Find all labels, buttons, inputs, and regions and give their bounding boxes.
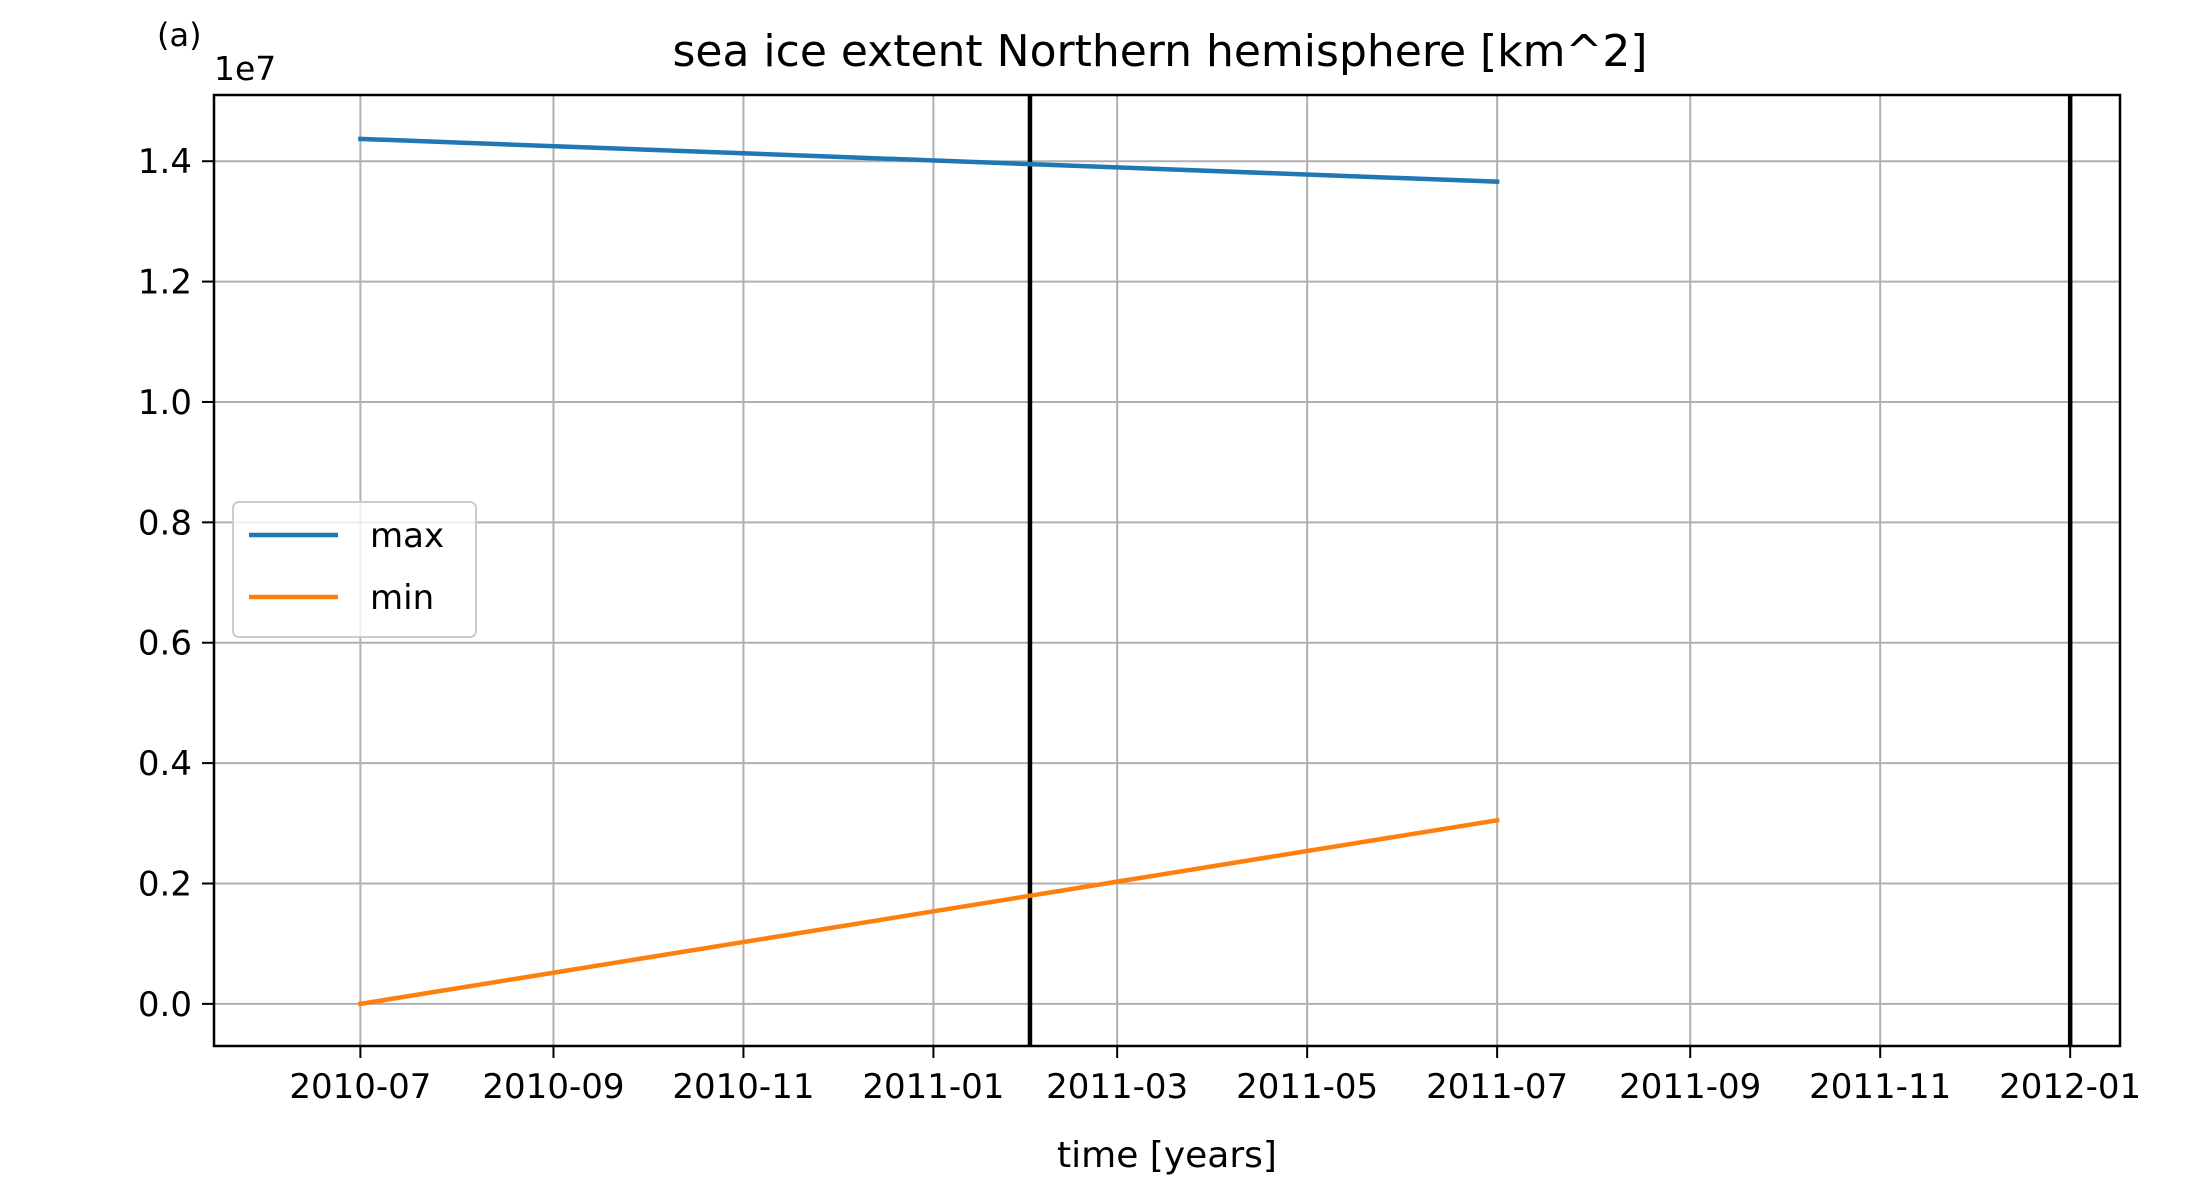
y-tick-label: 0.8 bbox=[138, 503, 192, 543]
y-tick-label: 0.6 bbox=[138, 624, 192, 664]
x-tick-label: 2011-05 bbox=[1236, 1067, 1378, 1107]
x-tick-label: 2011-01 bbox=[862, 1067, 1004, 1107]
x-tick-label: 2011-09 bbox=[1619, 1067, 1761, 1107]
y-tick-label: 0.2 bbox=[138, 864, 192, 904]
panel-label: (a) bbox=[157, 16, 202, 54]
legend-label: min bbox=[370, 578, 434, 618]
legend: max min bbox=[232, 501, 477, 638]
x-tick-label: 2010-09 bbox=[482, 1067, 624, 1107]
y-tick-label: 1.4 bbox=[138, 142, 192, 182]
y-tick-label: 1.0 bbox=[138, 383, 192, 423]
vertical-reference-lines bbox=[1027, 95, 2073, 1046]
x-tick-label: 2010-11 bbox=[672, 1067, 814, 1107]
y-offset-label: 1e7 bbox=[214, 49, 276, 88]
legend-label: max bbox=[370, 516, 444, 556]
x-tick-label: 2011-03 bbox=[1046, 1067, 1188, 1107]
y-tick-label: 0.0 bbox=[138, 985, 192, 1025]
x-tick-label: 2011-11 bbox=[1809, 1067, 1951, 1107]
y-tick-label: 0.4 bbox=[138, 744, 192, 784]
plot-area-frame bbox=[212, 93, 2122, 1048]
series-line-max bbox=[358, 136, 1500, 185]
x-axis-label: time [years] bbox=[1057, 1135, 1277, 1176]
plot-series bbox=[357, 136, 1500, 1007]
x-tick-label: 2012-01 bbox=[1999, 1067, 2141, 1107]
series-line-min bbox=[357, 817, 1500, 1007]
x-tick-label: 2011-07 bbox=[1426, 1067, 1568, 1107]
x-tick-label: 2010-07 bbox=[289, 1067, 431, 1107]
y-axis-ticks: 0.0 0.2 0.4 0.6 0.8 1.0 1.2 1.4 bbox=[138, 142, 214, 1025]
y-tick-label: 1.2 bbox=[138, 263, 192, 303]
x-axis-ticks: 2010-07 2010-09 2010-11 2011-01 2011-03 2011-… bbox=[289, 1046, 2141, 1107]
chart-title: sea ice extent Northern hemisphere [km^2… bbox=[672, 26, 1647, 77]
